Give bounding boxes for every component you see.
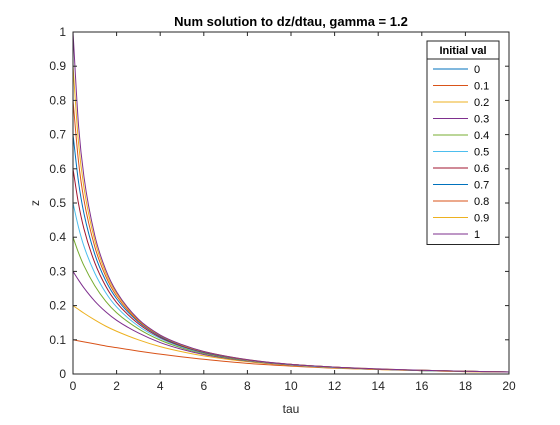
series-line-10 (73, 32, 509, 373)
legend-item-label: 0.6 (474, 163, 489, 175)
legend-item-label: 0.9 (474, 213, 489, 225)
y-tick-label: 0.1 (49, 333, 66, 347)
x-tick-label: 14 (372, 379, 386, 393)
y-tick-label: 0.5 (49, 196, 66, 210)
legend-item-label: 0.8 (474, 196, 489, 208)
y-axis-label: z (28, 200, 42, 206)
x-axis: 0 2 4 6 8 10 12 14 16 18 20 (70, 32, 516, 393)
legend-box (426, 40, 500, 245)
x-tick-label: 20 (502, 379, 516, 393)
legend-item-label: 1 (474, 229, 480, 241)
x-tick-label: 2 (113, 379, 120, 393)
legend-item-label: 0.3 (474, 114, 489, 126)
x-tick-label: 8 (244, 379, 251, 393)
y-tick-label: 1 (59, 25, 66, 39)
x-tick-label: 16 (415, 379, 429, 393)
x-tick-label: 12 (328, 379, 342, 393)
legend-item-label: 0.5 (474, 147, 489, 159)
x-tick-label: 6 (200, 379, 207, 393)
y-tick-label: 0.7 (49, 128, 66, 142)
y-tick-label: 0.6 (49, 162, 66, 176)
y-tick-label: 0.4 (49, 230, 66, 244)
x-tick-label: 0 (70, 379, 77, 393)
chart-title: Num solution to dz/dtau, gamma = 1.2 (174, 14, 408, 29)
series-line-2 (73, 305, 509, 373)
legend-title: Initial val (439, 45, 486, 57)
legend-item-label: 0.4 (474, 130, 489, 142)
x-tick-label: 18 (459, 379, 473, 393)
y-tick-label: 0.8 (49, 93, 66, 107)
legend-item-label: 0 (474, 64, 480, 76)
legend-item-label: 0.7 (474, 180, 489, 192)
x-tick-label: 4 (157, 379, 164, 393)
legend-item-label: 0.1 (474, 81, 489, 93)
y-tick-label: 0.3 (49, 264, 66, 278)
y-tick-label: 0 (59, 367, 66, 381)
legend[interactable]: Initial val 0 0.1 0.2 0.3 0.4 0.5 0.6 0.7 0.8 0.9 1 (426, 40, 500, 245)
x-tick-label: 10 (284, 379, 298, 393)
series-line-1 (73, 339, 509, 373)
y-axis: 0 0.1 0.2 0.3 0.4 0.5 0.6 0.7 0.8 0.9 1 (49, 25, 509, 381)
y-tick-label: 0.9 (49, 59, 66, 73)
legend-item-label: 0.2 (474, 97, 489, 109)
x-axis-label: tau (283, 402, 300, 416)
series-line-4 (73, 237, 509, 373)
y-tick-label: 0.2 (49, 299, 66, 313)
